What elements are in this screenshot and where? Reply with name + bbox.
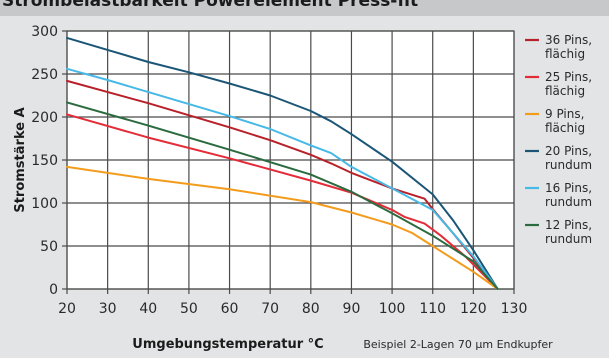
x-tick-label: 40 [139, 301, 157, 317]
y-axis-title: Stromstärke A [13, 107, 28, 212]
plot-frame [66, 30, 515, 290]
legend-label: 20 Pins, [545, 144, 592, 158]
y-tick-label: 100 [31, 196, 58, 212]
tick-labels: 20 30 40 50 60 70 80 90 100 110 120 130 0 50 100 150 200… [31, 24, 527, 317]
x-tick-label: 100 [379, 301, 406, 317]
series-line-5 [66, 67, 499, 290]
series-line-4 [66, 36, 499, 290]
series-line-3 [66, 165, 499, 290]
y-tick-label: 300 [31, 24, 58, 40]
x-tick-label: 70 [261, 301, 279, 317]
header-bar: Strombelastbarkeit Powerelement Press-fi… [0, 0, 609, 16]
x-tick-label: 20 [58, 301, 76, 317]
x-tick-label: 130 [501, 301, 528, 317]
y-tick-label: 0 [49, 282, 58, 298]
x-tick-label: 80 [302, 301, 320, 317]
series-line-6 [66, 101, 499, 290]
x-axis-title: Umgebungstemperatur °C [132, 337, 323, 352]
legend-label: flächig [545, 121, 585, 135]
grid-lines [62, 30, 515, 294]
legend-label: 9 Pins, [545, 107, 584, 121]
data-series [66, 36, 499, 290]
legend-label: rundum [545, 158, 592, 172]
footnote: Beispiel 2-Lagen 70 µm Endkupfer [363, 338, 553, 351]
legend-label: flächig [545, 47, 585, 61]
legend-label: 12 Pins, [545, 218, 592, 232]
x-tick-label: 110 [419, 301, 446, 317]
legend-label: rundum [545, 195, 592, 209]
x-tick-label: 50 [180, 301, 198, 317]
legend-label: 25 Pins, [545, 70, 592, 84]
legend-label: 36 Pins, [545, 33, 592, 47]
series-line-2 [66, 113, 499, 290]
x-tick-label: 60 [221, 301, 239, 317]
chart-title: Strombelastbarkeit Powerelement Press-fi… [2, 0, 419, 11]
y-tick-label: 250 [31, 67, 58, 83]
x-tick-label: 120 [460, 301, 487, 317]
y-tick-label: 200 [31, 110, 58, 126]
y-tick-label: 50 [40, 239, 58, 255]
legend-label: flächig [545, 84, 585, 98]
legend-label: 16 Pins, [545, 181, 592, 195]
x-tick-label: 90 [343, 301, 361, 317]
legend-label: rundum [545, 232, 592, 246]
x-tick-label: 30 [99, 301, 117, 317]
y-tick-label: 150 [31, 153, 58, 169]
